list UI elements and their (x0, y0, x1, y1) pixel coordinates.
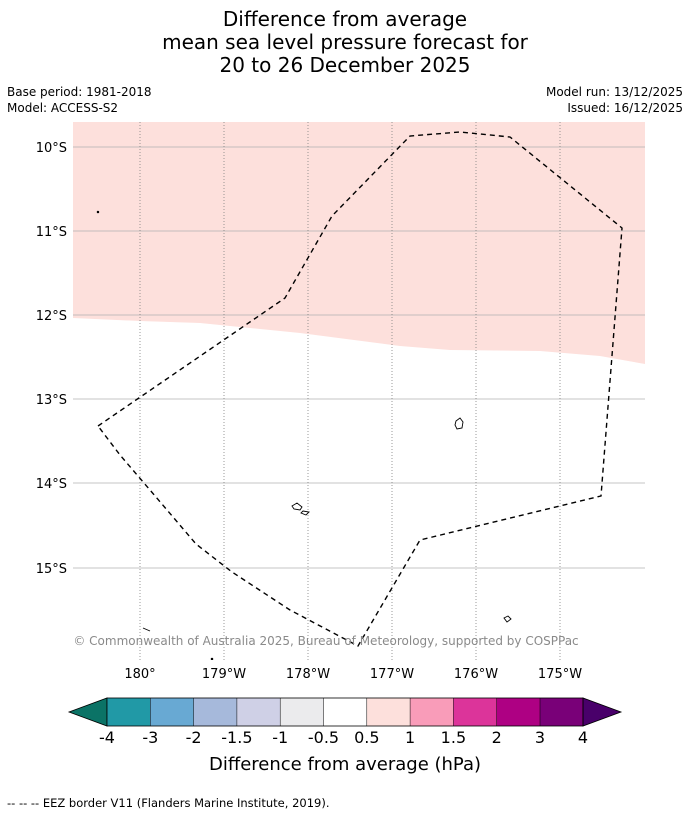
footer-note: -- -- -- EEZ border V11 (Flanders Marine… (7, 796, 330, 810)
colorbar-label: -0.5 (308, 728, 339, 747)
colorbar-segment-11 (540, 698, 583, 726)
colorbar-label: -1.5 (221, 728, 252, 747)
island-small-east (503, 615, 512, 623)
colorbar-frame (106, 697, 584, 727)
island-futuna (291, 502, 310, 516)
colorbar-dividers (150, 698, 541, 726)
colorbar-segment-7 (366, 698, 411, 726)
lon-label-175w: 175°W (538, 667, 582, 682)
meta-left: Base period: 1981-2018 Model: ACCESS-S2 (7, 84, 152, 116)
colorbar-label: 2 (492, 728, 502, 747)
title-line-3: 20 to 26 December 2025 (219, 53, 471, 77)
longitude-labels: 180° 179°W 178°W 177°W 176°W 175°W (124, 667, 582, 682)
latitude-labels: 10°S 11°S 12°S 13°S 14°S 15°S (36, 141, 67, 577)
title-line-1: Difference from average (222, 7, 468, 31)
lat-label-14s: 14°S (36, 477, 67, 492)
title-line-2: mean sea level pressure forecast for (162, 30, 528, 54)
model-name: Model: ACCESS-S2 (7, 101, 119, 115)
copyright-notice: © Commonwealth of Australia 2025, Bureau… (73, 634, 578, 648)
lon-label-180: 180° (124, 667, 155, 682)
colorbar-label: -4 (99, 728, 115, 747)
lon-label-179w: 179°W (202, 667, 246, 682)
colorbar (67, 697, 623, 727)
colorbar-labels: -4 -3 -2 -1.5 -1 -0.5 0.5 1 1.5 2 3 4 (99, 728, 588, 747)
issued-date: Issued: 16/12/2025 (567, 101, 683, 115)
colorbar-segment-5 (280, 698, 324, 726)
latitude-gridlines (73, 146, 645, 569)
colorbar-segment-1 (107, 698, 151, 726)
islands (96, 210, 512, 660)
lat-label-12s: 12°S (36, 309, 67, 324)
colorbar-label: 4 (578, 728, 588, 747)
lon-label-178w: 178°W (286, 667, 330, 682)
colorbar-segment-8 (410, 698, 454, 726)
colorbar-segment-10 (496, 698, 540, 726)
lat-label-11s: 11°S (36, 225, 67, 240)
colorbar-segment-6 (323, 698, 367, 726)
colorbar-label: 1.5 (441, 728, 466, 747)
colorbar-arrow-low (67, 697, 108, 727)
colorbar-label: -1 (272, 728, 288, 747)
lat-label-10s: 10°S (36, 141, 67, 156)
colorbar-label: 0.5 (354, 728, 379, 747)
colorbar-label: 3 (535, 728, 545, 747)
islet-south (210, 657, 214, 660)
lat-label-13s: 13°S (36, 393, 67, 408)
island-small-sw (142, 627, 151, 632)
eez-border (96, 131, 623, 647)
meta-right: Model run: 13/12/2025 Issued: 16/12/2025 (546, 84, 683, 116)
island-wallis (454, 417, 464, 430)
model-run: Model run: 13/12/2025 (545, 85, 683, 99)
colorbar-title: Difference from average (hPa) (209, 754, 481, 775)
map-area: © Commonwealth of Australia 2025, Bureau… (73, 122, 645, 660)
colorbar-label: -3 (142, 728, 158, 747)
map-title: Difference from average mean sea level p… (0, 8, 690, 77)
colorbar-segment-4 (236, 698, 281, 726)
colorbar-label: -2 (186, 728, 202, 747)
islet-north (96, 210, 100, 214)
lon-label-177w: 177°W (370, 667, 414, 682)
colorbar-segment-2 (150, 698, 194, 726)
colorbar-segment-3 (193, 698, 237, 726)
shaded-anomaly-area (73, 122, 645, 364)
lat-label-15s: 15°S (36, 562, 67, 577)
colorbar-arrow-high (582, 697, 623, 727)
base-period: Base period: 1981-2018 (7, 85, 152, 99)
colorbar-label: 1 (405, 728, 415, 747)
lon-label-176w: 176°W (454, 667, 498, 682)
colorbar-segment-9 (453, 698, 497, 726)
